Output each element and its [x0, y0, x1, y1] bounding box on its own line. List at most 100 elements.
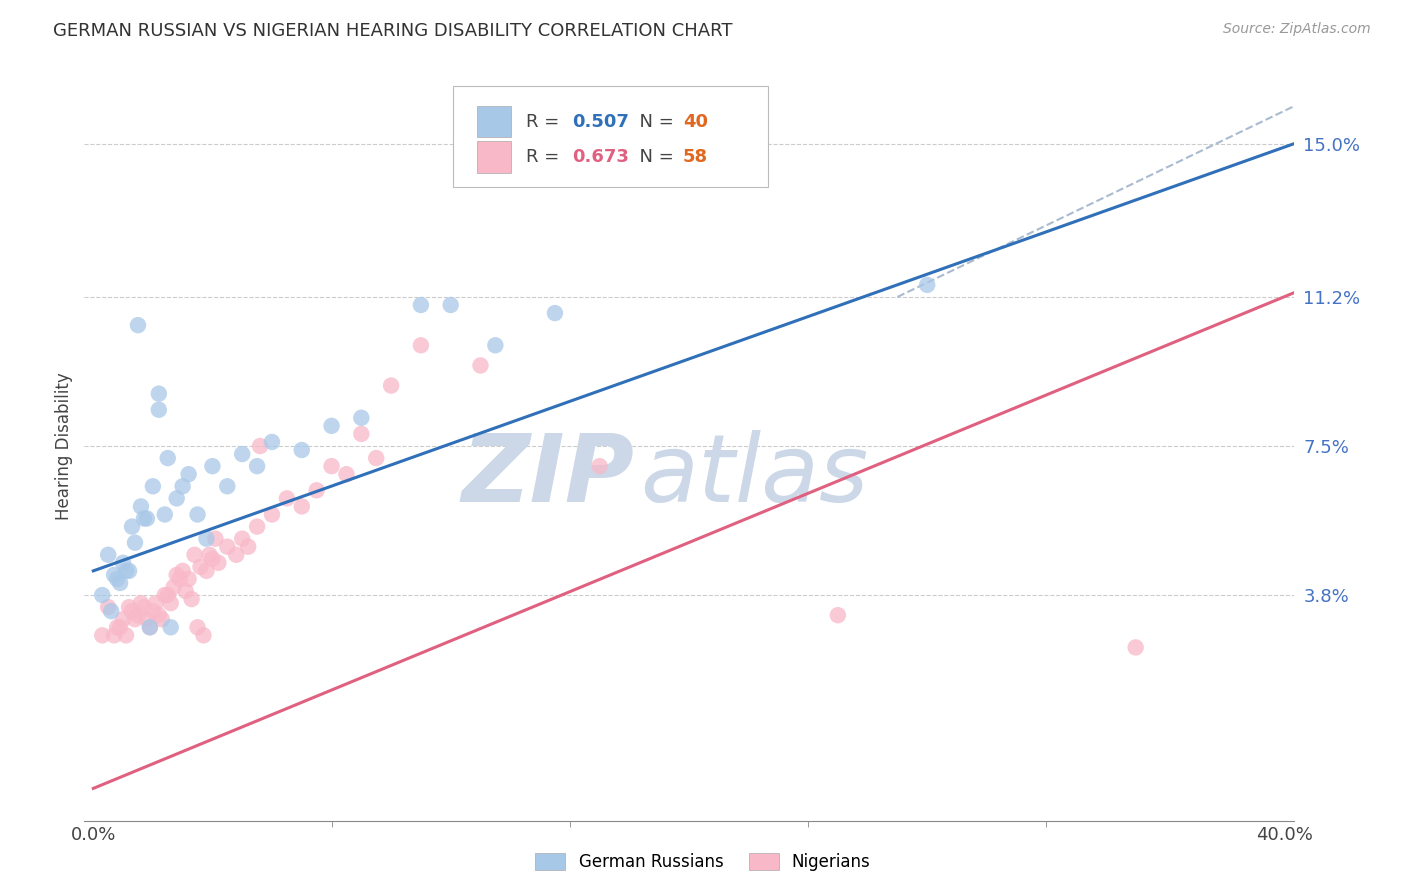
Point: [156, 588, 179, 602]
Point: [440, 298, 463, 312]
Text: Source: ZipAtlas.com: Source: ZipAtlas.com: [1223, 22, 1371, 37]
FancyBboxPatch shape: [478, 141, 512, 172]
FancyBboxPatch shape: [478, 106, 512, 137]
Point: [172, 479, 194, 493]
Legend: German Russians, Nigerians: German Russians, Nigerians: [527, 845, 879, 880]
Point: [91, 588, 114, 602]
Point: [105, 620, 128, 634]
Y-axis label: Hearing Disability: Hearing Disability: [55, 372, 73, 520]
Point: [276, 491, 298, 506]
Point: [321, 459, 343, 474]
Point: [217, 479, 239, 493]
Text: 58: 58: [683, 148, 709, 166]
Point: [103, 568, 125, 582]
Point: [470, 359, 492, 373]
Text: R =: R =: [526, 112, 565, 130]
Point: [166, 491, 188, 506]
Point: [159, 596, 181, 610]
Point: [291, 500, 314, 514]
Point: [231, 447, 253, 461]
Point: [291, 443, 314, 458]
Point: [174, 584, 197, 599]
Text: 40: 40: [683, 112, 707, 130]
Point: [305, 483, 328, 498]
Point: [409, 298, 432, 312]
Point: [108, 620, 131, 634]
Point: [148, 386, 170, 401]
Point: [366, 451, 388, 466]
Point: [195, 564, 218, 578]
Point: [97, 600, 120, 615]
Point: [198, 548, 221, 562]
Point: [193, 628, 215, 642]
Point: [156, 451, 179, 466]
Point: [105, 572, 128, 586]
Point: [180, 592, 202, 607]
Point: [129, 596, 152, 610]
Point: [108, 576, 131, 591]
Point: [142, 479, 165, 493]
Point: [321, 418, 343, 433]
Point: [231, 532, 253, 546]
Point: [127, 608, 149, 623]
Point: [139, 620, 162, 634]
Point: [135, 612, 157, 626]
Point: [132, 600, 155, 615]
Point: [115, 564, 138, 578]
Point: [225, 548, 247, 562]
Point: [1125, 640, 1147, 655]
Point: [183, 548, 205, 562]
Point: [163, 580, 186, 594]
Point: [153, 508, 176, 522]
Point: [139, 620, 162, 634]
Point: [544, 306, 567, 320]
Point: [350, 426, 373, 441]
Point: [350, 410, 373, 425]
Point: [177, 572, 200, 586]
Point: [246, 519, 269, 533]
Point: [159, 620, 181, 634]
Text: 0.673: 0.673: [572, 148, 628, 166]
Point: [207, 556, 229, 570]
Point: [260, 434, 283, 449]
Point: [112, 612, 135, 626]
Point: [172, 564, 194, 578]
Point: [217, 540, 239, 554]
Point: [201, 551, 224, 566]
Point: [238, 540, 260, 554]
Point: [121, 604, 143, 618]
Point: [121, 519, 143, 533]
Point: [118, 600, 141, 615]
Text: R =: R =: [526, 148, 565, 166]
Point: [169, 572, 191, 586]
Point: [186, 508, 208, 522]
Point: [97, 548, 120, 562]
Point: [166, 568, 188, 582]
Point: [150, 612, 173, 626]
Point: [380, 378, 402, 392]
Text: N =: N =: [628, 148, 681, 166]
Point: [260, 508, 283, 522]
Point: [124, 535, 146, 549]
Point: [115, 628, 138, 642]
Point: [124, 612, 146, 626]
Point: [484, 338, 506, 352]
Point: [409, 338, 432, 352]
Point: [204, 532, 226, 546]
Point: [249, 439, 271, 453]
Point: [190, 559, 212, 574]
Text: N =: N =: [628, 112, 681, 130]
Point: [145, 596, 167, 610]
Text: GERMAN RUSSIAN VS NIGERIAN HEARING DISABILITY CORRELATION CHART: GERMAN RUSSIAN VS NIGERIAN HEARING DISAB…: [53, 22, 733, 40]
Point: [100, 604, 122, 618]
FancyBboxPatch shape: [453, 87, 768, 187]
Point: [588, 459, 610, 474]
Point: [915, 277, 938, 292]
Text: 0.507: 0.507: [572, 112, 628, 130]
Point: [153, 588, 176, 602]
Point: [186, 620, 208, 634]
Point: [148, 402, 170, 417]
Point: [91, 628, 114, 642]
Point: [201, 459, 224, 474]
Point: [129, 500, 152, 514]
